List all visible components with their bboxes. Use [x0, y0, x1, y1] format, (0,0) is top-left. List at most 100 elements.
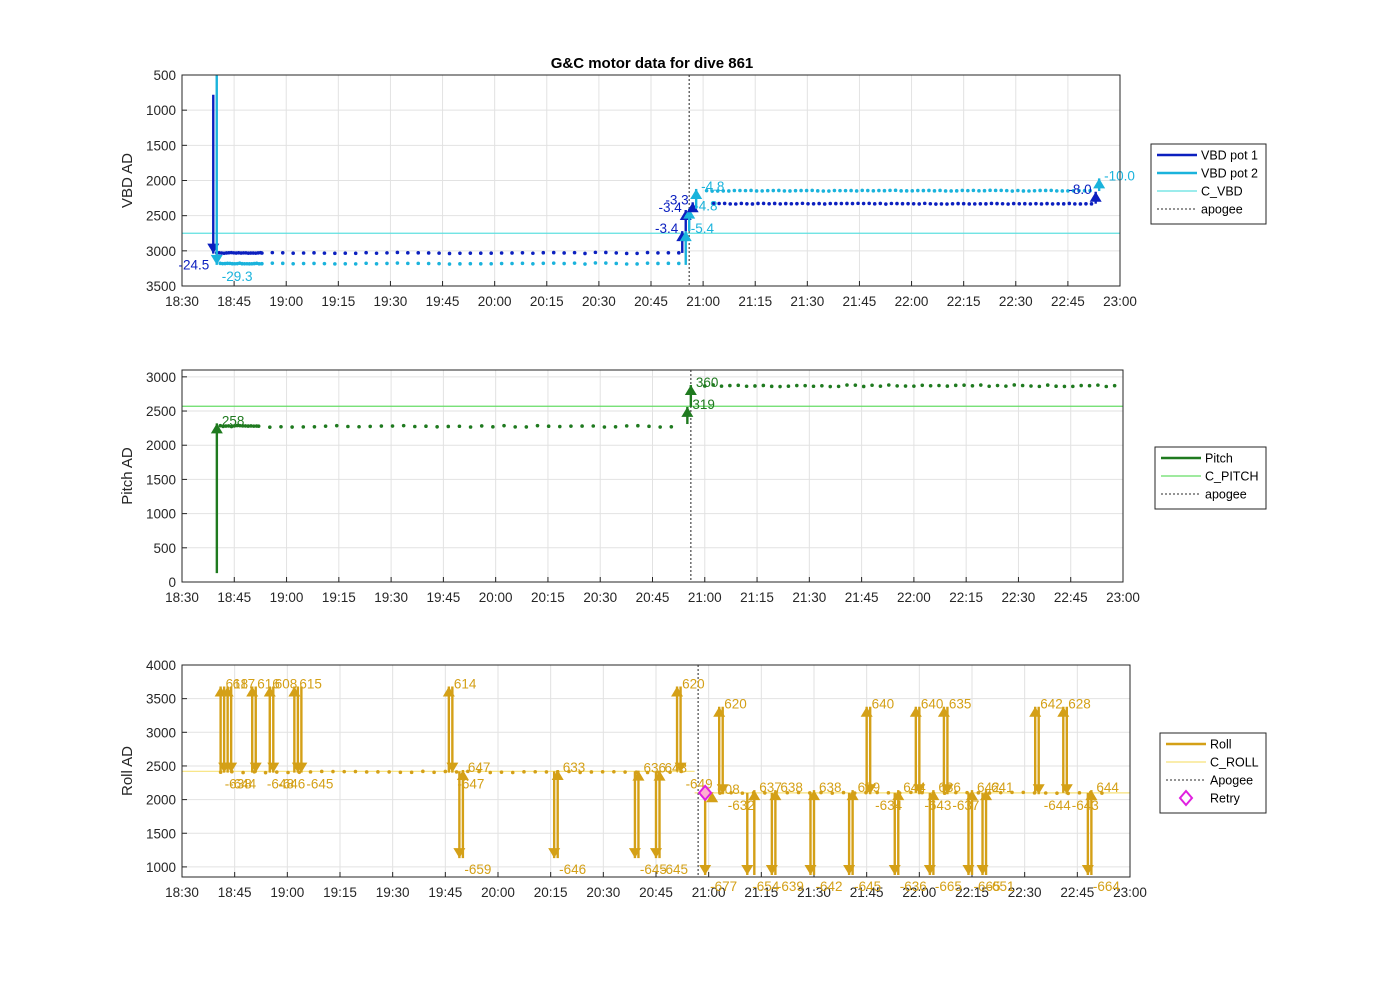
move-label: -3.4	[655, 221, 679, 236]
data-point	[1045, 201, 1049, 206]
x-tick-label: 21:45	[843, 294, 877, 309]
data-point	[953, 383, 958, 388]
legend: Roll C_ROLL Apogee Retry	[1159, 732, 1267, 814]
data-point	[334, 423, 339, 428]
data-point	[727, 189, 731, 193]
data-point	[279, 424, 283, 429]
data-point	[954, 189, 959, 193]
pitch-points	[218, 383, 1117, 429]
legend-label: apogee	[1201, 203, 1243, 217]
data-point	[395, 261, 400, 265]
motor-move: -4.8	[690, 179, 724, 209]
data-point	[1056, 201, 1060, 206]
move-label: -29.3	[222, 269, 253, 284]
x-axis: 18:30 18:45 19:00 19:15 19:30 19:45 20:00 20:15…	[165, 665, 1147, 900]
arrow-head	[684, 385, 697, 396]
data-point	[711, 383, 715, 387]
data-point	[260, 261, 264, 266]
data-point	[602, 425, 607, 429]
data-point	[920, 383, 925, 388]
data-point	[861, 384, 866, 389]
data-point	[715, 189, 720, 193]
data-point	[229, 424, 234, 429]
arrow-head	[690, 188, 703, 199]
data-point	[911, 201, 916, 206]
data-point	[765, 188, 770, 193]
axes-frame	[181, 664, 1131, 878]
arrow-head	[1093, 178, 1106, 189]
arrow-head	[913, 784, 926, 795]
data-point	[984, 202, 988, 206]
data-point	[733, 202, 738, 206]
arrow-head	[941, 784, 954, 795]
data-point	[426, 261, 431, 266]
arrow-head	[846, 790, 859, 801]
data-point	[1067, 201, 1072, 206]
x-tick-label: 22:15	[947, 294, 981, 309]
x-tick-label: 21:30	[792, 590, 826, 605]
data-point	[447, 251, 452, 256]
data-point	[312, 251, 316, 255]
data-point	[988, 188, 992, 193]
move-label: -643	[924, 798, 951, 813]
data-point	[899, 189, 903, 193]
y-tick-label: 0	[168, 575, 176, 590]
data-point	[645, 261, 650, 265]
data-point	[870, 383, 874, 388]
data-point	[479, 424, 484, 428]
pitch-panel: 18:30 18:45 19:00 19:15 19:30 19:45 20:00 20:15…	[119, 369, 1267, 605]
data-point	[1038, 188, 1042, 193]
move-label: -645	[661, 862, 688, 877]
arrow-head	[267, 762, 280, 773]
x-tick-label: 19:00	[270, 590, 304, 605]
x-tick-label: 20:00	[478, 294, 512, 309]
x-tick-label: 19:45	[426, 590, 460, 605]
data-point	[785, 790, 790, 795]
data-point	[1055, 791, 1059, 795]
data-point	[477, 769, 481, 774]
data-point	[401, 423, 406, 428]
motor-move	[225, 686, 238, 773]
data-point	[454, 770, 459, 774]
data-point	[877, 188, 881, 193]
data-point	[830, 791, 835, 795]
legend-label: C_PITCH	[1205, 470, 1258, 484]
motor-move: 647	[456, 760, 490, 859]
move-label: 617	[233, 677, 256, 692]
data-point	[989, 201, 994, 206]
data-point	[1029, 384, 1033, 388]
arrow-head	[1060, 784, 1073, 795]
data-point	[1023, 201, 1027, 206]
data-point	[822, 202, 827, 206]
data-point	[635, 251, 639, 256]
data-point	[499, 261, 504, 266]
data-point	[319, 769, 324, 774]
data-point	[551, 250, 556, 255]
legend-entry: VBD pot 1	[1157, 149, 1258, 163]
move-label: 258	[222, 413, 245, 428]
y-axis-label: Pitch AD	[119, 447, 136, 505]
data-point	[600, 770, 605, 774]
data-point	[240, 424, 245, 428]
data-point	[1017, 201, 1022, 206]
data-point	[906, 201, 910, 206]
move-label: -647	[457, 777, 484, 792]
move-label: -646	[278, 777, 305, 792]
x-tick-label: 19:00	[269, 294, 303, 309]
legend-entry: VBD pot 2	[1157, 167, 1258, 181]
data-point	[721, 189, 726, 193]
data-point	[861, 201, 866, 206]
data-point	[263, 770, 268, 775]
data-point	[966, 188, 970, 193]
data-point	[806, 201, 810, 206]
data-point	[772, 201, 777, 206]
data-point	[312, 424, 317, 429]
data-point	[1088, 188, 1092, 193]
data-point	[613, 424, 618, 429]
data-point	[421, 769, 425, 774]
motor-move: 319	[681, 397, 715, 425]
motor-move: -645	[650, 771, 688, 877]
data-point	[562, 261, 566, 266]
y-tick-label: 1000	[146, 507, 176, 522]
